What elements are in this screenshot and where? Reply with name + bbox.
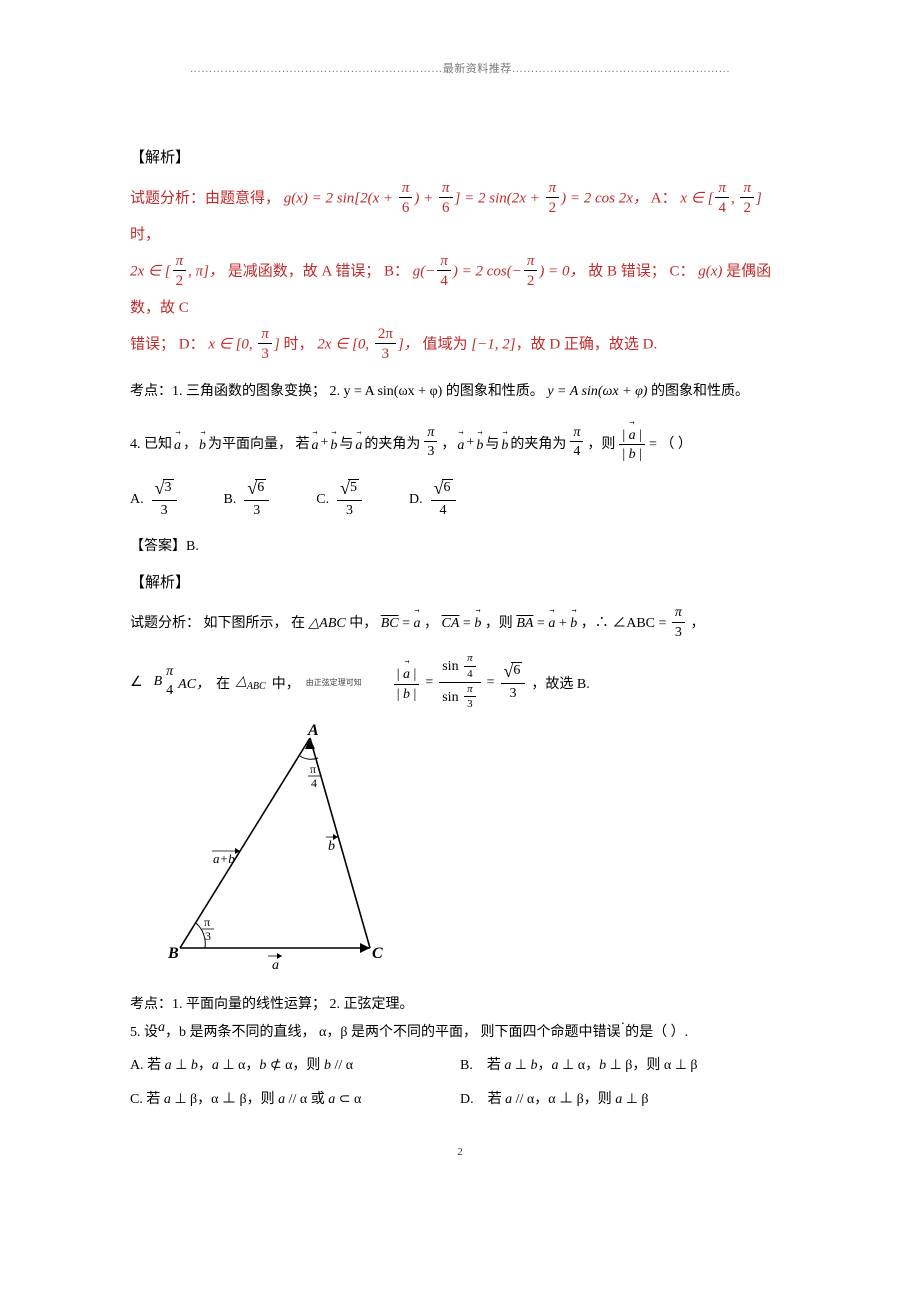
q5-options: A. 若 a ⊥ b，a ⊥ α，b ⊄ α，则 b // α B. 若 a ⊥… <box>130 1049 790 1116</box>
option-D: D. √64 <box>409 479 458 520</box>
svg-text:π: π <box>310 762 316 776</box>
analysis-1-formula: 试题分析：由题意得， g(x) = 2 sin[2(x + π6) + π6] … <box>130 179 790 365</box>
analysis-4-ratio: ∠ B π4 AC， 在 △ABC 中， 由正弦定理可知 | a | | b |… <box>130 652 790 712</box>
label-A: A： <box>651 190 677 206</box>
vertex-B: B <box>167 945 179 962</box>
q5-option-D: D. 若 a // α，α ⊥ β，则 a ⊥ β <box>460 1083 790 1117</box>
line1-prefix: 试题分析：由题意得， <box>130 190 280 206</box>
svg-text:3: 3 <box>205 929 211 943</box>
ratio-a-over-b: | a | | b | <box>619 422 645 465</box>
page-number: 2 <box>130 1146 790 1158</box>
option-C: C. √53 <box>316 479 364 520</box>
svg-text:a+b: a+b <box>213 851 235 866</box>
question-4: 4. 已知 a ， b 为平面向量， 若 a+b 与 a 的夹角为 π3 ， a… <box>130 422 790 465</box>
q5-option-B: B. 若 a ⊥ b，a ⊥ α，b ⊥ β，则 α ⊥ β <box>460 1049 790 1083</box>
section-title-1: 【解析】 <box>130 146 790 167</box>
label-B: B： <box>384 263 409 279</box>
svg-text:a: a <box>272 958 279 973</box>
q4-prefix: 4. 已知 <box>130 433 172 453</box>
svg-text:4: 4 <box>311 776 317 790</box>
q5-option-C: C. 若 a ⊥ β，α ⊥ β，则 a // α 或 a ⊂ α <box>130 1083 460 1117</box>
vertex-C: C <box>372 945 383 962</box>
triangle-diagram: A B C π 4 π 3 a+b b a <box>160 723 790 978</box>
kaodian-4: 考点：1. 平面向量的线性运算； 2. 正弦定理。 <box>130 992 790 1019</box>
section-title-4: 【解析】 <box>130 571 790 592</box>
label-C: C： <box>670 263 695 279</box>
kaodian-1: 考点：1. 三角函数的图象变换； 2. y = A sin(ωx + φ) 的图… <box>130 379 790 406</box>
svg-text:π: π <box>204 915 210 929</box>
analysis-4: 试题分析： 如下图所示， 在 △ABC 中， BC = a ， CA = b ，… <box>130 604 790 642</box>
svg-text:b: b <box>328 839 335 854</box>
option-B: B. √63 <box>224 479 272 520</box>
question-5: 5. 设 a ，b 是两条不同的直线， α，β 是两个不同的平面， 则下面四个命… <box>130 1018 790 1049</box>
q4-options: A. √33 B. √63 C. √53 D. √64 <box>130 479 790 520</box>
answer-4: 【答案】B. <box>130 534 790 561</box>
q5-option-A: A. 若 a ⊥ b，a ⊥ α，b ⊄ α，则 b // α <box>130 1049 460 1083</box>
formula-gx: g(x) = 2 sin[2(x + <box>284 190 397 206</box>
line2a: 是减函数，故 A 错误； <box>228 263 381 279</box>
option-A: A. √33 <box>130 479 179 520</box>
vec-a: a <box>174 432 181 454</box>
vertex-A: A <box>307 723 319 739</box>
line3a: 错误； <box>130 336 175 352</box>
kaodian-1-text: 考点：1. 三角函数的图象变换； 2. y = A sin(ωx + φ) 的图… <box>130 384 544 399</box>
page-header: …………………………………………………………最新资料推荐………………………………… <box>130 60 790 76</box>
label-D: D： <box>179 336 205 352</box>
vec-b: b <box>199 432 206 454</box>
